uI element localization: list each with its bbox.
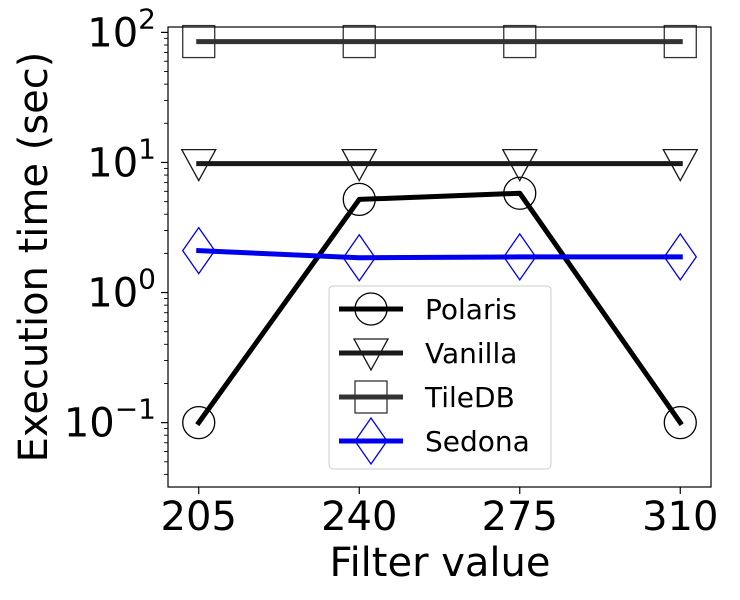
data-point-polaris [182,405,216,440]
data-point-sedona [342,233,377,282]
legend-marker-polaris [354,292,388,326]
y-tick-label: 10−1 [64,393,156,447]
data-point-sedona [502,232,537,282]
x-tick-label: 205 [161,494,237,540]
legend-label-vanilla: Vanilla [425,337,517,370]
x-axis: 205 240 275 310 [161,487,718,540]
legend: Polaris Vanilla TileDB Sedona [328,285,552,470]
data-point-sedona [663,232,698,282]
data-point-tiledb [663,24,697,59]
x-axis-label: Filter value [329,540,550,586]
y-tick-label: 101 [87,132,156,186]
y-tick-label: 102 [87,2,156,56]
data-point-tiledb [182,24,216,59]
data-point-vanilla [180,148,217,182]
legend-label-polaris: Polaris [425,293,517,326]
plot-marks [180,24,699,440]
x-tick-label: 240 [321,494,397,540]
y-axis-label: Execution time (sec) [11,52,57,463]
data-point-polaris [503,176,537,210]
x-tick-label: 310 [642,494,718,540]
legend-label-tiledb: TileDB [424,381,515,414]
plot-frame [167,26,712,488]
y-axis: 102 101 100 10−1 [64,2,168,475]
data-point-sedona [181,226,216,275]
x-tick-label: 275 [482,494,558,540]
data-point-polaris [342,182,376,217]
legend-box [328,285,552,470]
y-tick-label: 100 [87,263,156,317]
legend-marker-sedona [354,416,388,466]
legend-marker-tiledb [354,380,388,414]
data-point-tiledb [342,24,376,59]
legend-marker-vanilla [352,338,390,372]
series-line-polaris [195,190,684,427]
legend-label-sedona: Sedona [425,425,530,458]
series-line-sedona [196,248,683,261]
data-point-vanilla [501,148,538,182]
data-point-tiledb [503,24,537,59]
data-point-polaris [663,405,697,440]
data-point-vanilla [662,148,699,182]
data-point-vanilla [341,148,378,182]
